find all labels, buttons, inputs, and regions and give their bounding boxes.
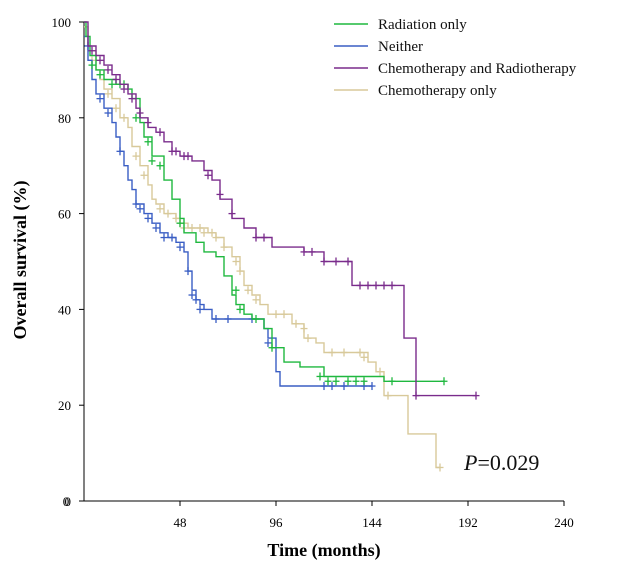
series-2	[84, 21, 480, 400]
y-tick-label: 0	[63, 494, 70, 509]
p-value: =0.029	[477, 450, 539, 475]
x-tick-label: 144	[362, 515, 382, 530]
legend-label: Chemotherapy and Radiotherapy	[378, 61, 577, 77]
x-tick-label: 240	[554, 515, 574, 530]
series-3	[84, 26, 444, 472]
x-tick-label: 96	[270, 515, 284, 530]
y-tick-label: 60	[58, 207, 71, 222]
y-tick-label: 0	[65, 494, 72, 509]
y-tick-label: 80	[58, 111, 71, 126]
series-1	[84, 35, 376, 391]
x-tick-label: 48	[174, 515, 187, 530]
legend-label: Radiation only	[378, 17, 467, 33]
y-tick-label: 20	[58, 398, 71, 413]
y-axis-title: Overall survival (%)	[10, 181, 31, 340]
legend-label: Chemotherapy only	[378, 83, 497, 99]
legend-label: Neither	[378, 39, 423, 55]
legend: Radiation only Neither Chemotherapy and Ra…	[334, 17, 577, 99]
x-tick-label: 192	[458, 515, 478, 530]
p-value-annotation: P=0.029	[463, 450, 539, 475]
y-tick-label: 40	[58, 302, 71, 317]
p-label: P	[463, 450, 477, 475]
series-layer	[84, 21, 480, 472]
y-tick-label: 100	[52, 15, 72, 30]
x-axis-title: Time (months)	[267, 540, 380, 561]
